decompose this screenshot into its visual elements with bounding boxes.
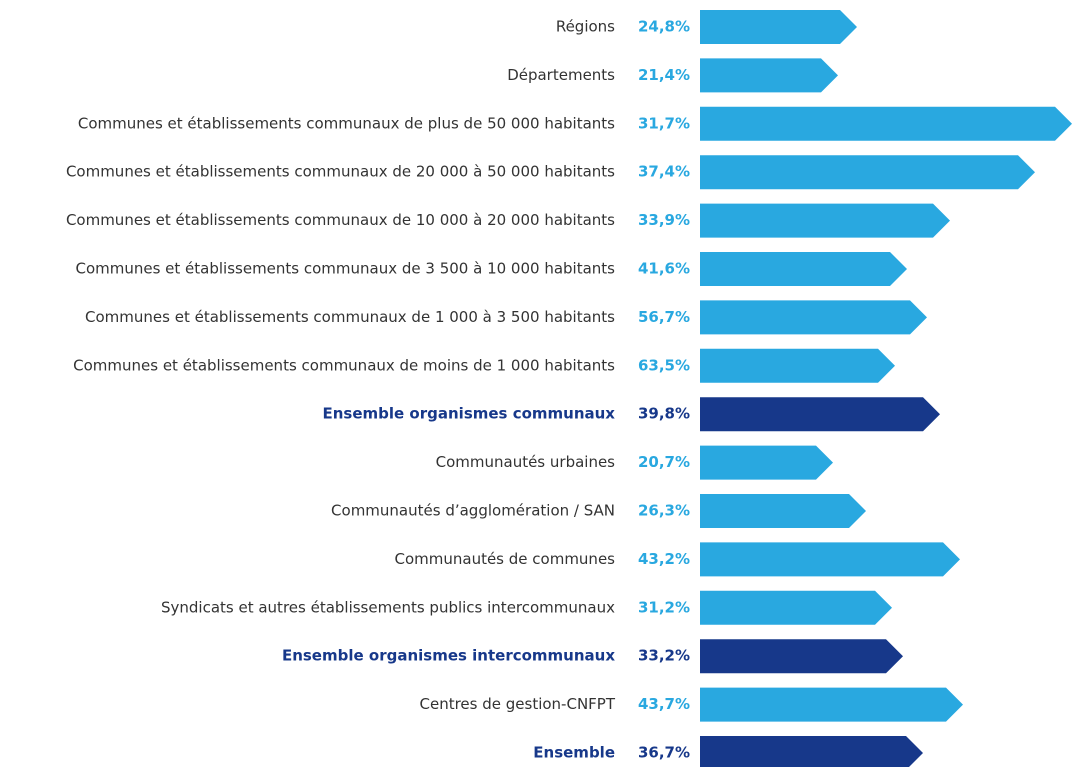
rate-label: 56,7%: [638, 308, 690, 326]
bar: [700, 542, 960, 577]
category-label: Communes et établissements communaux de …: [73, 356, 615, 374]
bar: [700, 252, 907, 286]
category-label: Communautés urbaines: [436, 453, 616, 471]
bar: [700, 397, 940, 432]
rate-label: 43,7%: [638, 695, 690, 713]
rate-label: 63,5%: [638, 356, 690, 374]
bar: [700, 300, 927, 335]
bar: [700, 203, 950, 238]
bar: [700, 58, 838, 93]
rate-label: 41,6%: [638, 260, 690, 278]
category-label: Communes et établissements communaux de …: [85, 308, 615, 326]
category-label: Syndicats et autres établissements publi…: [161, 598, 615, 616]
category-label: Communes et établissements communaux de …: [66, 211, 615, 229]
rate-label: 26,3%: [638, 502, 690, 520]
rate-label: 31,7%: [638, 114, 690, 132]
rate-label: 33,2%: [638, 647, 690, 665]
rate-label: 39,8%: [638, 405, 690, 423]
bar: [700, 106, 1072, 141]
category-label: Centres de gestion-CNFPT: [420, 695, 616, 713]
rate-label: 43,2%: [638, 550, 690, 568]
rate-label: 21,4%: [638, 66, 690, 84]
category-label: Ensemble organismes communaux: [323, 405, 616, 423]
bar: [700, 10, 857, 44]
category-label: Communautés d’agglomération / SAN: [331, 502, 615, 520]
rate-label: 24,8%: [638, 18, 690, 36]
category-label: Communes et établissements communaux de …: [66, 163, 615, 181]
bar: [700, 348, 895, 383]
category-label: Communautés de communes: [394, 550, 615, 568]
bar: [700, 639, 903, 674]
bar: [700, 445, 833, 480]
rate-label: 33,9%: [638, 211, 690, 229]
category-label: Régions: [556, 18, 615, 36]
rate-label: 37,4%: [638, 163, 690, 181]
category-label: Communes et établissements communaux de …: [78, 114, 615, 132]
bar: [700, 687, 963, 722]
category-label: Communes et établissements communaux de …: [75, 260, 615, 278]
category-label: Départements: [507, 66, 615, 84]
rate-label: 36,7%: [638, 744, 690, 762]
category-label: Ensemble organismes intercommunaux: [282, 647, 615, 665]
bar: [700, 736, 923, 767]
bar: [700, 590, 892, 625]
rate-label: 31,2%: [638, 598, 690, 616]
bar: [700, 155, 1035, 190]
bar: [700, 494, 866, 528]
rate-label: 20,7%: [638, 453, 690, 471]
category-label: Ensemble: [533, 744, 615, 762]
